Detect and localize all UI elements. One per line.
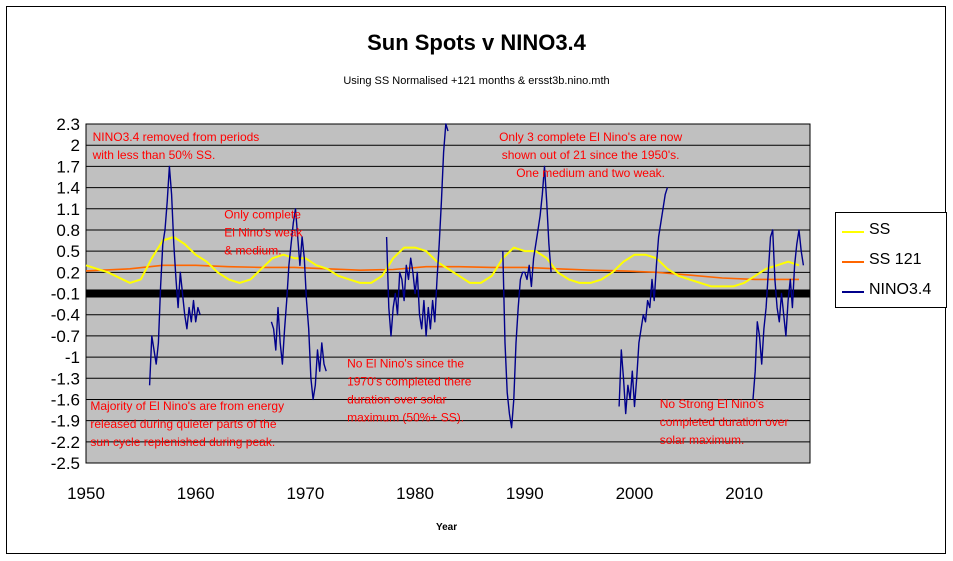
annotation-line: NINO3.4 removed from periods	[93, 130, 260, 144]
y-tick-label: -1	[65, 348, 80, 367]
annotation-line: duration over solar	[347, 393, 446, 407]
annotation-line: & medium.	[224, 244, 281, 258]
series-line-nino34-segment	[385, 123, 449, 337]
annotation-text: NINO3.4 removed from periods with less th…	[92, 130, 260, 162]
annotation-line: sun cycle replenished during peak.	[90, 435, 275, 449]
annotation-text: Only 3 complete El Nino's are now shown o…	[499, 130, 682, 180]
annotation-line: Majority of El Nino's are from energy	[90, 399, 284, 413]
y-tick-label: -2.5	[51, 454, 80, 473]
annotation-text: Majority of El Nino's are from energy rel…	[90, 399, 284, 449]
annotation-line: No Strong El Nino's	[660, 397, 764, 411]
annotation-line: Only complete	[224, 208, 301, 222]
x-tick-label: 2010	[725, 484, 763, 503]
x-tick-label: 1980	[396, 484, 434, 503]
series-line-nino34-segment	[502, 165, 552, 429]
series-line-nino34-segment	[618, 187, 669, 415]
chart-legend: SS SS 121 NINO3.4	[835, 212, 947, 308]
y-tick-label: -0.4	[51, 306, 80, 325]
chart-subtitle: Using SS Normalised +121 months & ersst3…	[343, 75, 610, 87]
chart-title: Sun Spots v NINO3.4	[367, 30, 586, 55]
x-tick-label: 1970	[286, 484, 324, 503]
zero-band	[86, 289, 810, 298]
annotation-line: El Nino's weak	[224, 226, 303, 240]
x-tick-label: 1990	[506, 484, 544, 503]
annotation-line: with less than 50% SS.	[92, 148, 216, 162]
annotation-text: No Strong El Nino's completed duration ov…	[660, 397, 789, 447]
legend-label-ss121: SS 121	[869, 251, 922, 268]
annotation-line: No El Nino's since the	[347, 357, 464, 371]
annotation-text: Only complete El Nino's weak & medium.	[224, 208, 303, 258]
y-tick-label: -1.6	[51, 390, 80, 409]
annotation-line: completed duration over	[660, 415, 789, 429]
series-line-nino34-segment	[752, 229, 805, 400]
y-tick-label: 1.7	[56, 157, 80, 176]
series-line-ss121	[85, 264, 799, 281]
y-tick-label: 2.3	[56, 115, 80, 134]
x-tick-label: 1960	[177, 484, 215, 503]
y-tick-label: 1.4	[56, 179, 80, 198]
y-tick-label: -0.7	[51, 327, 80, 346]
annotation-line: maximum (50%+ SS).	[347, 411, 464, 425]
legend-label-ss: SS	[869, 221, 891, 238]
y-tick-label: 2	[71, 136, 80, 155]
annotation-line: One medium and two weak.	[516, 166, 665, 180]
x-axis-label: Year	[436, 522, 458, 533]
series-line-nino34-segment	[270, 208, 327, 401]
y-tick-label: -0.1	[51, 285, 80, 304]
annotation-line: Only 3 complete El Nino's are now	[499, 130, 682, 144]
legend-swatch-ss121	[842, 261, 864, 263]
annotation-line: released during quieter parts of the	[90, 417, 276, 431]
annotation-text: No El Nino's since the 1970's completed t…	[347, 357, 472, 425]
y-tick-label: -1.9	[51, 412, 80, 431]
series-line-nino34-segment	[148, 165, 201, 386]
series-line-ss	[85, 236, 800, 288]
y-tick-label: -1.3	[51, 369, 80, 388]
y-tick-label: 1.1	[56, 200, 80, 219]
annotation-line: shown out of 21 since the 1950's.	[502, 148, 680, 162]
legend-swatch-nino34	[842, 291, 864, 293]
x-tick-label: 2000	[616, 484, 654, 503]
y-tick-label: -2.2	[51, 433, 80, 452]
y-tick-label: 0.2	[56, 263, 80, 282]
legend-label-nino34: NINO3.4	[869, 281, 932, 298]
legend-swatch-ss	[842, 231, 864, 233]
y-tick-label: 0.5	[56, 242, 80, 261]
annotation-line: 1970's completed there	[347, 375, 472, 389]
x-tick-label: 1950	[67, 484, 105, 503]
y-tick-label: 0.8	[56, 221, 80, 240]
annotation-line: solar maximum.	[660, 433, 745, 447]
